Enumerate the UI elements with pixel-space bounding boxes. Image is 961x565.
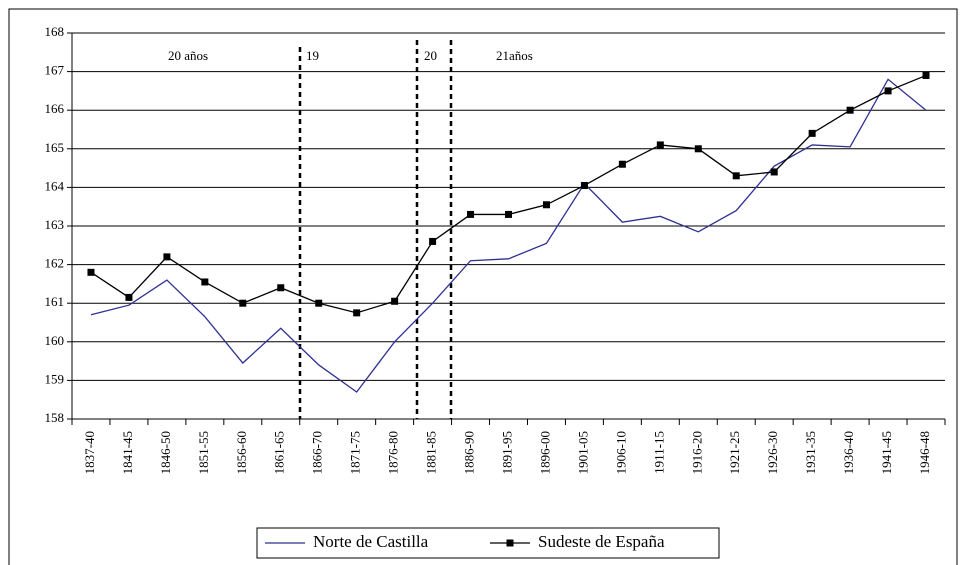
- x-tick-label: 1856-60: [234, 431, 249, 474]
- x-tick-label: 1936-40: [841, 431, 856, 474]
- point-marker: [87, 268, 95, 276]
- point-marker: [429, 237, 437, 245]
- legend-swatch-marker: [506, 539, 514, 547]
- point-marker: [922, 71, 930, 79]
- x-tick-label: 1886-90: [462, 431, 477, 474]
- x-tick-label: 1861-65: [272, 431, 287, 474]
- x-tick-label: 1881-85: [424, 431, 439, 474]
- point-marker: [201, 278, 209, 286]
- y-tick-label: 158: [45, 410, 65, 425]
- y-tick-label: 161: [45, 294, 65, 309]
- annotation: 19: [306, 48, 319, 63]
- chart-frame: [8, 8, 958, 565]
- x-tick-label: 1871-75: [348, 431, 363, 474]
- x-tick-label: 1891-95: [499, 431, 514, 474]
- legend-label: Sudeste de España: [538, 532, 665, 551]
- legend-label: Norte de Castilla: [313, 532, 429, 551]
- x-tick-label: 1846-50: [158, 431, 173, 474]
- point-marker: [884, 87, 892, 95]
- annotation: 21años: [496, 48, 533, 63]
- point-marker: [239, 299, 247, 307]
- point-marker: [163, 253, 171, 261]
- series-line: [90, 78, 927, 393]
- point-marker: [505, 210, 512, 218]
- y-tick-label: 159: [45, 371, 65, 386]
- point-marker: [580, 181, 588, 189]
- annotation: 20: [424, 48, 437, 63]
- point-marker: [732, 172, 740, 180]
- x-tick-label: 1911-15: [651, 431, 666, 474]
- point-marker: [618, 160, 626, 168]
- series-line: [90, 74, 927, 314]
- x-tick-label: 1926-30: [765, 431, 780, 474]
- x-tick-label: 1876-80: [386, 431, 401, 474]
- x-tick-label: 1896-00: [537, 431, 552, 474]
- x-tick-label: 1931-35: [803, 431, 818, 474]
- point-marker: [353, 309, 361, 317]
- y-tick-label: 162: [45, 256, 65, 271]
- x-tick-label: 1946-48: [917, 431, 932, 474]
- y-tick-label: 165: [45, 140, 65, 155]
- x-tick-label: 1866-70: [310, 431, 325, 474]
- x-tick-label: 1851-55: [196, 431, 211, 474]
- x-tick-label: 1906-10: [613, 431, 628, 474]
- y-tick-label: 160: [45, 333, 65, 348]
- point-marker: [391, 297, 399, 305]
- point-marker: [277, 284, 285, 292]
- x-tick-label: 1941-45: [879, 431, 894, 474]
- point-marker: [846, 106, 854, 114]
- point-marker: [694, 145, 702, 153]
- x-tick-label: 1916-20: [689, 431, 704, 474]
- x-tick-label: 1901-05: [575, 431, 590, 474]
- point-marker: [125, 293, 133, 301]
- point-marker: [656, 141, 664, 149]
- y-tick-label: 166: [45, 101, 65, 116]
- x-tick-label: 1921-25: [727, 431, 742, 474]
- point-marker: [770, 168, 778, 176]
- y-tick-label: 167: [45, 63, 65, 78]
- x-tick-label: 1837-40: [82, 431, 97, 474]
- legend-box: [256, 527, 720, 559]
- y-tick-label: 168: [45, 24, 65, 39]
- x-tick-label: 1841-45: [120, 431, 135, 474]
- plot-area: 158 159 160 161 162 163 164 165 166 167 168 1837-40…: [45, 24, 946, 474]
- y-tick-label: 164: [45, 178, 65, 193]
- point-marker: [467, 210, 475, 218]
- annotation: 20 años: [168, 48, 208, 63]
- point-marker: [808, 129, 816, 137]
- point-marker: [315, 299, 323, 307]
- y-tick-label: 163: [45, 217, 65, 232]
- point-marker: [542, 201, 550, 209]
